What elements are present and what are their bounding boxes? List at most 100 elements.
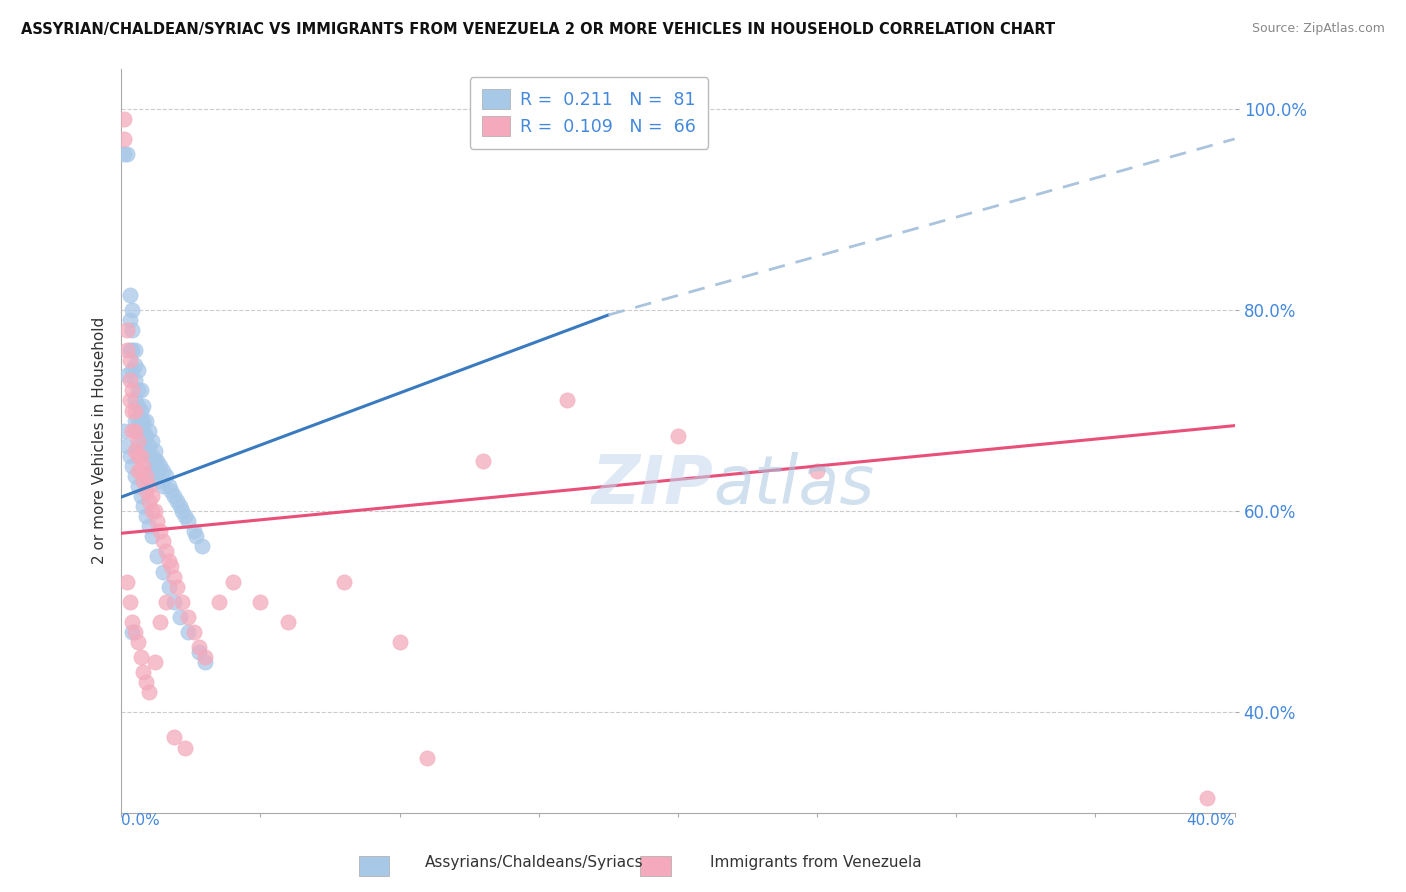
Point [121,323,143,337]
Point [163,595,186,609]
Point [177,514,200,528]
Point [155,469,177,483]
Point [112,424,135,438]
Point [806,464,828,478]
Point [152,565,174,579]
Point [249,595,271,609]
Point [138,494,160,508]
Point [127,399,149,413]
Point [146,464,169,478]
Point [174,740,197,755]
Text: 0.0%: 0.0% [121,813,160,828]
Text: ZIP: ZIP [592,452,713,517]
Point [132,665,155,679]
Point [146,549,169,564]
Point [135,428,157,442]
Point [129,449,152,463]
Point [118,343,141,358]
Point [124,373,146,387]
Point [188,640,211,654]
Point [149,615,172,629]
Point [121,458,143,473]
Point [118,393,141,408]
Point [146,514,169,528]
Point [138,464,160,478]
Point [129,443,152,458]
Text: atlas: atlas [713,452,875,517]
Point [124,359,146,373]
Point [118,449,141,463]
Point [155,595,177,609]
Point [127,414,149,428]
Point [188,645,211,659]
Point [129,489,152,503]
Point [124,424,146,438]
Point [221,574,243,589]
Point [138,685,160,699]
Point [124,469,146,483]
Point [124,624,146,639]
Point [121,424,143,438]
Point [141,434,163,448]
Point [132,439,155,453]
Point [132,424,155,438]
Text: Assyrians/Chaldeans/Syriacs: Assyrians/Chaldeans/Syriacs [425,855,644,870]
Legend: R =  0.211   N =  81, R =  0.109   N =  66: R = 0.211 N = 81, R = 0.109 N = 66 [470,78,709,149]
Point [143,443,166,458]
Point [138,449,160,463]
Point [194,655,217,669]
Point [124,343,146,358]
Point [666,428,689,442]
Point [132,414,155,428]
Point [118,373,141,387]
Point [157,580,180,594]
Point [169,609,191,624]
Point [416,750,439,764]
Point [143,504,166,518]
Point [124,403,146,417]
Point [124,414,146,428]
Point [172,595,194,609]
Point [149,524,172,539]
Point [115,368,138,383]
Point [152,534,174,549]
Point [143,454,166,468]
Point [169,499,191,513]
Point [191,540,214,554]
Point [124,443,146,458]
Point [166,580,188,594]
Point [194,650,217,665]
Point [174,509,197,524]
Point [112,112,135,126]
Point [127,424,149,438]
Point [127,635,149,649]
Point [121,384,143,398]
Point [118,353,141,368]
Point [115,574,138,589]
Point [183,524,205,539]
Point [135,414,157,428]
Point [152,479,174,493]
Point [160,483,183,498]
Point [141,489,163,503]
Point [129,650,152,665]
Point [138,519,160,533]
Point [127,434,149,448]
Point [115,343,138,358]
Point [141,529,163,543]
Point [186,529,208,543]
Point [157,479,180,493]
Point [388,635,411,649]
Point [152,464,174,478]
Point [146,454,169,468]
Point [135,443,157,458]
Point [129,414,152,428]
Point [143,655,166,669]
Point [143,469,166,483]
Point [333,574,356,589]
Point [135,509,157,524]
Point [129,464,152,478]
Point [129,384,152,398]
Point [160,559,183,574]
Point [157,554,180,568]
